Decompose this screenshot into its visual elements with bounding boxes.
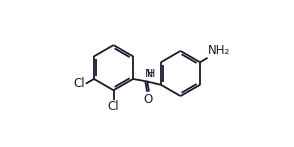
Text: Cl: Cl [108,100,119,113]
Text: O: O [143,93,153,106]
Text: NH₂: NH₂ [208,44,230,57]
Text: Cl: Cl [74,77,85,90]
Text: H: H [147,69,155,79]
Text: N: N [145,69,153,79]
